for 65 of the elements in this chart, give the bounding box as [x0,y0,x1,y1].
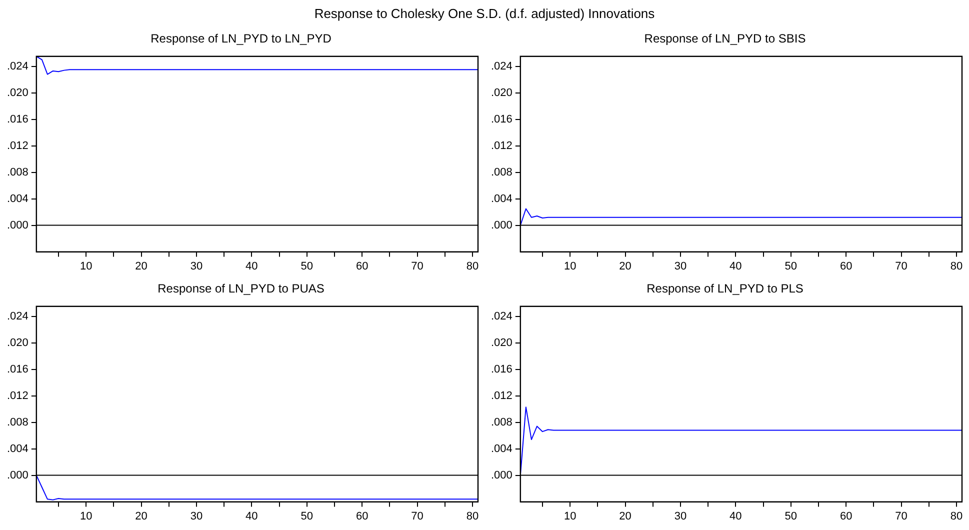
x-tick-label: 40 [730,510,742,522]
y-tick-label: .012 [6,140,28,152]
y-tick-label: .024 [6,60,28,72]
chart-title: Response of LN_PYD to SBIS [644,32,806,46]
x-tick-label: 30 [674,260,687,272]
x-tick-label: 80 [466,510,479,522]
y-tick-label: .012 [490,140,512,152]
x-tick-label: 80 [466,260,479,272]
y-tick-label: .016 [6,363,28,376]
x-tick-label: 20 [135,510,148,522]
y-tick-label: .024 [490,60,512,72]
y-tick-label: .004 [490,442,512,455]
x-tick-label: 60 [840,510,852,522]
y-tick-label: .004 [6,192,28,205]
chart-title: Response of LN_PYD to PUAS [158,282,324,296]
x-tick-label: 20 [135,260,148,272]
x-tick-label: 70 [895,510,908,522]
x-tick-label: 30 [190,260,203,272]
y-tick-label: .000 [490,219,512,232]
x-tick-label: 70 [411,510,424,522]
y-tick-label: .024 [6,310,28,322]
x-tick-label: 60 [840,260,852,272]
chart-title: Response of LN_PYD to PLS [646,282,804,296]
y-tick-label: .024 [490,310,512,322]
y-tick-label: .020 [6,86,28,99]
x-tick-label: 60 [356,260,368,272]
x-tick-label: 10 [80,260,92,272]
y-tick-label: .016 [490,113,512,126]
x-tick-label: 50 [784,260,798,272]
y-tick-label: .000 [6,469,28,482]
y-tick-label: .016 [490,363,512,376]
y-tick-label: .012 [6,390,28,402]
x-tick-label: 40 [246,510,258,522]
x-tick-label: 30 [190,510,203,522]
y-tick-label: .020 [6,336,28,349]
x-tick-label: 70 [895,260,908,272]
x-tick-label: 10 [564,510,576,522]
y-tick-label: .008 [6,416,28,428]
x-tick-label: 50 [300,510,314,522]
y-tick-label: .004 [6,442,28,455]
y-tick-label: .000 [490,469,512,482]
y-tick-label: .020 [490,86,512,99]
x-tick-label: 80 [950,510,963,522]
y-tick-label: .004 [490,192,512,205]
y-tick-label: .012 [490,390,512,402]
x-tick-label: 30 [674,510,687,522]
y-tick-label: .016 [6,113,28,126]
x-tick-label: 20 [619,260,632,272]
y-tick-label: .008 [490,166,512,178]
y-tick-label: .020 [490,336,512,349]
y-tick-label: .008 [6,166,28,178]
text: Response to Cholesky One S.D. (d.f. adjusted) Innovations [313,6,656,21]
x-tick-label: 40 [246,260,258,272]
x-tick-label: 70 [411,260,424,272]
x-tick-label: 60 [356,510,368,522]
x-tick-label: 10 [564,260,576,272]
x-tick-label: 40 [730,260,742,272]
y-tick-label: .008 [490,416,512,428]
x-tick-label: 10 [80,510,92,522]
x-tick-label: 20 [619,510,632,522]
y-tick-label: .000 [6,219,28,232]
x-tick-label: 50 [300,260,314,272]
chart-title: Response of LN_PYD to LN_PYD [150,32,332,46]
x-tick-label: 80 [950,260,963,272]
x-tick-label: 50 [784,510,798,522]
